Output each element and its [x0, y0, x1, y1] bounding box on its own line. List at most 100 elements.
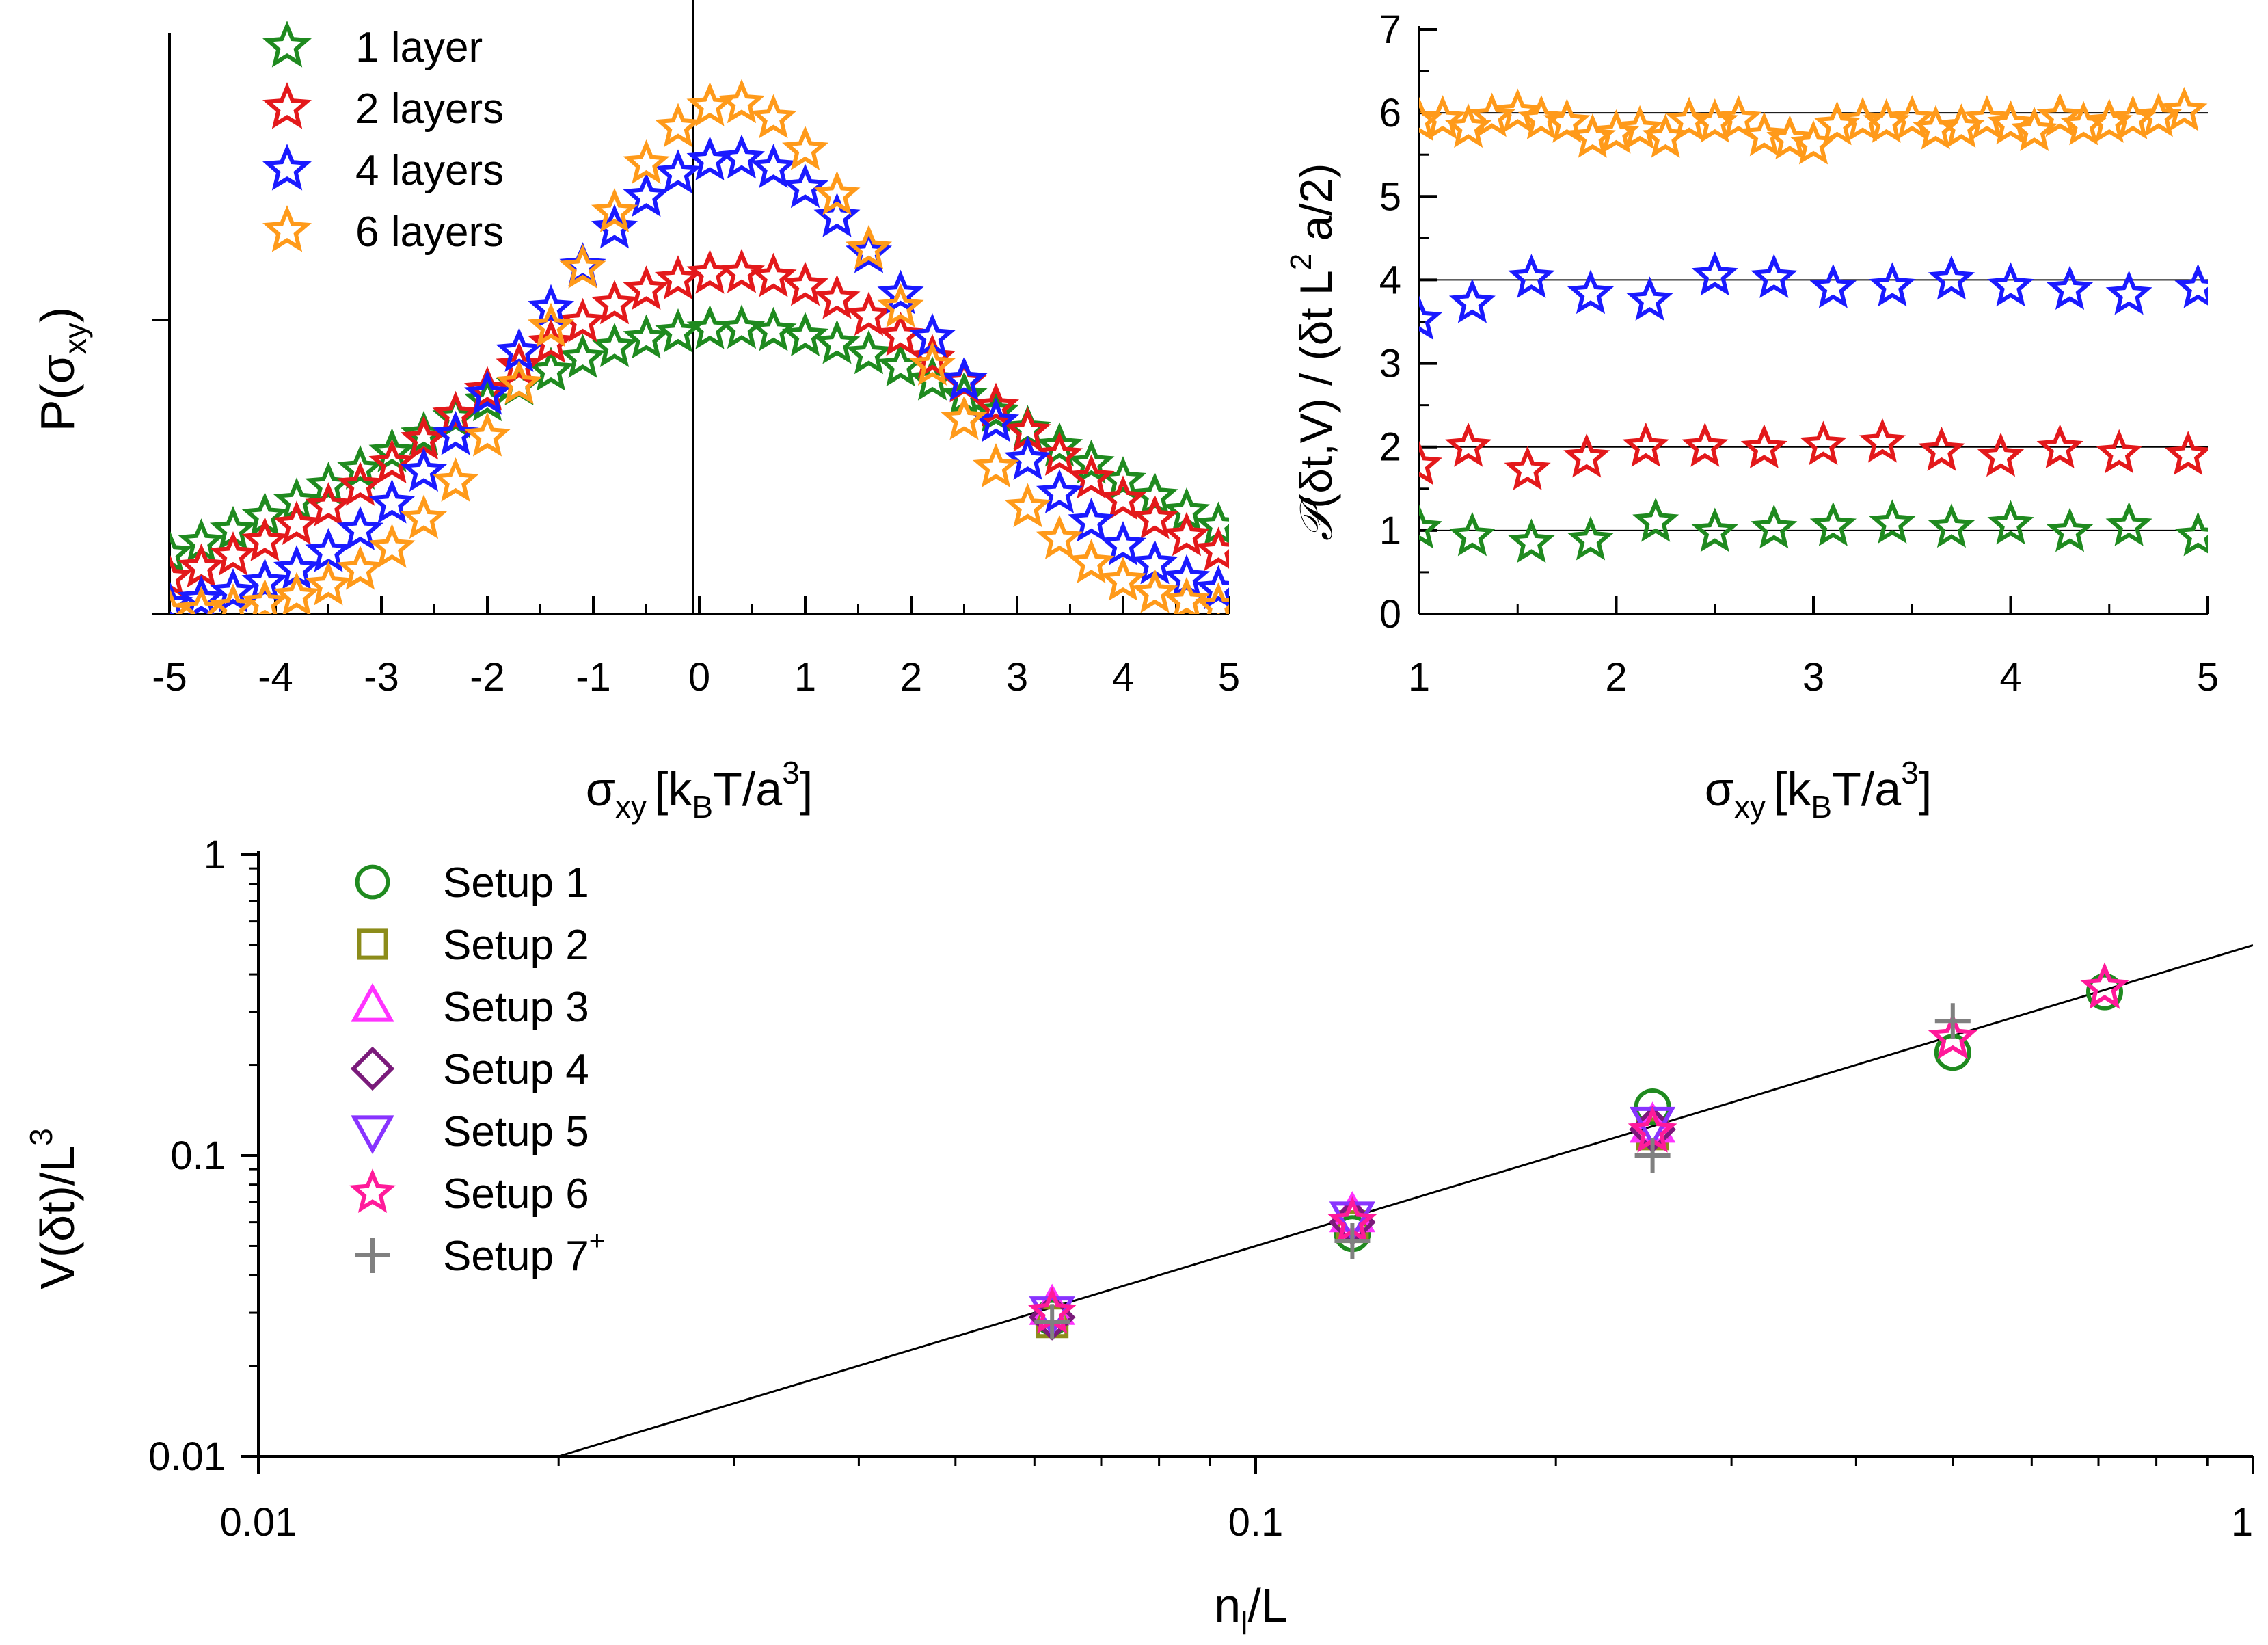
- data-point: [463, 370, 511, 415]
- x-tick-marks: [1418, 596, 2209, 614]
- data-point: [1419, 440, 1443, 485]
- data-point: [1068, 539, 1115, 584]
- data-point: [781, 261, 829, 306]
- x-tick-label: -3: [364, 655, 399, 699]
- data-point: [1751, 254, 1798, 298]
- data-point: [1543, 98, 1591, 143]
- data-point: [2085, 98, 2133, 143]
- data-point: [1036, 431, 1083, 476]
- data-point: [1195, 526, 1229, 572]
- x-tick-label: 0.01: [220, 1500, 297, 1544]
- legend-marker: [350, 1046, 395, 1091]
- data-point: [1448, 511, 1496, 557]
- y-tick-label: 4: [1379, 258, 1401, 302]
- y-tick-label: 3: [1379, 342, 1401, 386]
- x-tick-label: -4: [258, 655, 293, 699]
- data-point: [1419, 295, 1443, 340]
- series-Setup-7-: [1034, 1003, 1971, 1340]
- data-point: [2105, 270, 2152, 315]
- data-point: [1517, 95, 1565, 139]
- data-point: [686, 81, 733, 126]
- data-point: [368, 523, 416, 568]
- legend-label: 4 layers: [355, 147, 504, 194]
- data-point: [591, 187, 638, 232]
- data-point: [1563, 433, 1610, 478]
- data-point: [170, 529, 193, 574]
- data-point: [1036, 422, 1083, 467]
- data-point: [1419, 504, 1443, 549]
- data-point: [750, 94, 797, 139]
- data-point: [336, 444, 384, 490]
- legend-label: Setup 2: [443, 922, 589, 969]
- data-point: [623, 172, 670, 217]
- data-point: [1593, 109, 1640, 154]
- legend-marker: [351, 1115, 394, 1155]
- data-point: [845, 224, 893, 269]
- y-axis-label: 𝒫(δt,V) / (δt L2 a/2): [1284, 163, 1342, 541]
- data-point: [559, 334, 606, 378]
- y-tick-label: 7: [1379, 8, 1401, 52]
- data-point: [1508, 254, 1555, 298]
- data-point: [432, 390, 479, 436]
- data-point: [1809, 502, 1857, 546]
- data-point: [1869, 499, 1916, 544]
- data-points: [170, 79, 1229, 614]
- x-tick-label: 0: [688, 655, 710, 699]
- legend-marker: [351, 982, 394, 1022]
- data-point: [718, 248, 766, 293]
- x-tick-label: 3: [1803, 655, 1824, 699]
- data-point: [686, 136, 733, 181]
- series-6-layers: [170, 79, 1229, 614]
- data-point: [1569, 113, 1616, 158]
- data-point: [1934, 1003, 1971, 1039]
- data-point: [2080, 962, 2129, 1009]
- data-point: [623, 139, 670, 184]
- data-point: [750, 144, 797, 189]
- y-tick-marks: [241, 853, 258, 1458]
- data-point: [1928, 1012, 1977, 1060]
- data-point: [1068, 497, 1115, 542]
- y-tick-label: 5: [1379, 174, 1401, 219]
- data-point: [1859, 418, 1906, 463]
- y-tick-label: 0.1: [170, 1134, 226, 1178]
- y-tick-labels: 0 1 2 3 4 5 6 7: [1379, 8, 1401, 637]
- data-point: [654, 149, 702, 194]
- data-point: [1869, 262, 1916, 307]
- data-point: [591, 280, 638, 325]
- data-point: [496, 341, 543, 386]
- data-point: [336, 505, 384, 550]
- data-point: [1034, 1304, 1070, 1340]
- data-point: [305, 527, 352, 572]
- data-point: [1163, 511, 1211, 557]
- data-point: [527, 346, 575, 391]
- data-point: [1567, 269, 1615, 315]
- data-point: [1634, 1138, 1671, 1173]
- x-axis-label: σxy [kBT/a3]: [586, 755, 813, 825]
- data-point: [1504, 446, 1551, 490]
- x-tick-labels: 0.01 0.1 1: [220, 1500, 2254, 1544]
- x-tick-label: 1: [2231, 1500, 2253, 1544]
- data-point: [2046, 507, 2094, 552]
- data-point: [2096, 429, 2143, 474]
- data-point: [813, 274, 861, 319]
- y-tick-marks: [152, 319, 170, 615]
- data-point: [209, 567, 257, 613]
- data-point: [1567, 516, 1615, 561]
- legend-label: 1 layer: [355, 24, 483, 71]
- data-point: [1928, 503, 1975, 548]
- legend-label: 6 layers: [355, 209, 504, 256]
- series-2-layers: [1419, 418, 2208, 490]
- y-tick-label: 0: [1379, 592, 1401, 637]
- fit-line: [558, 944, 2254, 1458]
- data-point: [432, 457, 479, 502]
- data-point: [1445, 422, 1492, 467]
- data-point: [1131, 568, 1178, 613]
- data-point: [1715, 95, 1762, 139]
- data-point: [591, 323, 638, 368]
- data-point: [368, 428, 416, 472]
- data-point: [241, 558, 288, 603]
- legend-marker: [262, 21, 312, 68]
- data-point: [1036, 469, 1083, 513]
- data-point: [1494, 88, 1541, 133]
